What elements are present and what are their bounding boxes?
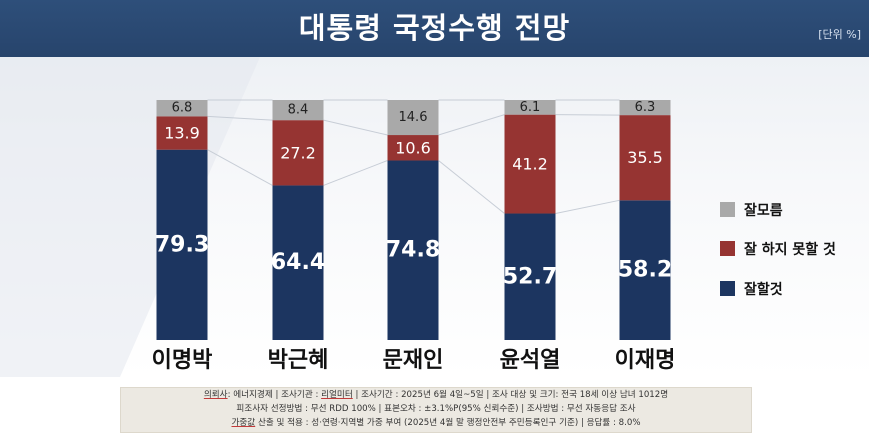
value-label-unknown-5: 6.3 — [635, 100, 656, 115]
legend-swatch-good — [720, 281, 735, 296]
bar-bad-4 — [504, 114, 556, 214]
category-label-2: 박근혜 — [267, 348, 329, 373]
connector-line — [438, 160, 505, 214]
footnote-line-1: 의뢰사: 에너지경제 | 조사기관 : 리얼미터 | 조사기간 : 2025년 … — [121, 388, 751, 402]
footnote-line-3: 가중값 산출 및 적용 : 성·연령·지역별 가중 부여 (2025년 4월 말… — [121, 416, 751, 430]
footnote-org: 리얼미터 — [321, 390, 353, 400]
bar-good-3 — [387, 160, 439, 340]
connector-line — [323, 119, 388, 136]
category-label-4: 윤석열 — [499, 348, 561, 373]
value-label-bad-4: 41.2 — [512, 155, 548, 174]
value-label-unknown-1: 6.8 — [172, 101, 193, 116]
value-label-bad-1: 13.9 — [164, 124, 200, 143]
bar-bad-2 — [272, 120, 324, 186]
value-label-unknown-3: 14.6 — [399, 110, 428, 125]
value-label-good-1: 79.3 — [155, 232, 209, 257]
bar-bad-1 — [156, 116, 208, 150]
bar-unknown-5 — [619, 100, 671, 116]
bar-good-2 — [272, 185, 324, 340]
bar-unknown-4 — [504, 100, 556, 115]
value-label-unknown-4: 6.1 — [520, 100, 541, 115]
footnote-line3-rest: 산출 및 적용 : 성·연령·지역별 가중 부여 (2025년 4월 말 행정안… — [255, 418, 641, 428]
bar-bad-5 — [619, 115, 671, 201]
bar-unknown-2 — [272, 100, 324, 121]
connector-line — [207, 149, 273, 186]
legend-swatch-unknown — [720, 202, 735, 217]
value-label-good-3: 74.8 — [386, 238, 440, 263]
value-label-bad-5: 35.5 — [627, 148, 663, 167]
category-label-3: 문재인 — [382, 348, 444, 373]
value-label-good-4: 52.7 — [503, 264, 557, 289]
unit-label: [단위 %] — [818, 28, 861, 41]
connector-line — [323, 160, 388, 186]
connector-line — [438, 114, 505, 136]
legend-swatch-bad — [720, 241, 735, 256]
value-label-bad-3: 10.6 — [395, 138, 431, 157]
bar-good-5 — [619, 200, 671, 340]
legend-label-unknown: 잘모름 — [744, 203, 783, 219]
footnote-line-2: 피조사자 선정방법 : 무선 RDD 100% | 표본오차 : ±3.1%P(… — [236, 404, 636, 414]
bar-bad-3 — [387, 135, 439, 161]
value-label-unknown-2: 8.4 — [288, 103, 309, 118]
footnote-client-label: 의뢰사 — [203, 390, 228, 400]
footnote-line1-b: | 조사기간 : 2025년 6월 4일~5일 | 조사 대상 및 크기: 전국… — [352, 390, 669, 400]
survey-footnote: 의뢰사: 에너지경제 | 조사기관 : 리얼미터 | 조사기간 : 2025년 … — [120, 387, 752, 433]
category-label-1: 이명박 — [151, 348, 213, 373]
footnote-weight-label: 가중값 — [231, 418, 256, 428]
legend-label-good: 잘할것 — [744, 282, 783, 298]
value-label-bad-2: 27.2 — [280, 143, 316, 162]
footnote-line1-a: : 에너지경제 | 조사기관 : — [227, 390, 322, 400]
bar-unknown-1 — [156, 100, 208, 117]
legend-label-bad: 잘 하지 못할 것 — [744, 242, 836, 258]
title-bar: 대통령 국정수행 전망 [단위 %] — [0, 0, 869, 57]
connector-line — [207, 115, 273, 121]
bar-good-1 — [156, 149, 208, 340]
value-label-good-2: 64.4 — [271, 250, 325, 275]
value-label-good-5: 58.2 — [618, 258, 672, 283]
bar-unknown-3 — [387, 100, 439, 136]
bar-good-4 — [504, 213, 556, 340]
connector-line — [555, 199, 620, 215]
category-label-5: 이재명 — [614, 348, 676, 373]
page-title: 대통령 국정수행 전망 — [298, 11, 571, 45]
